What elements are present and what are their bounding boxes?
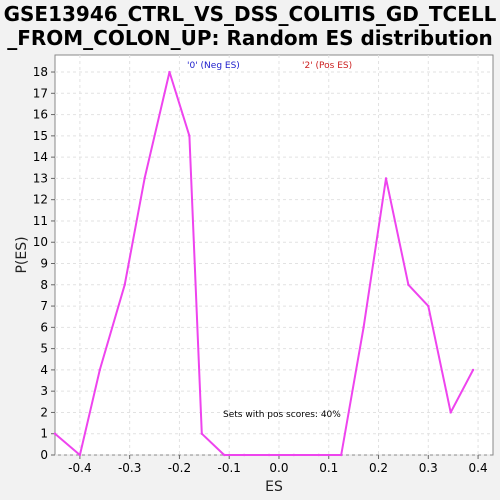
data-point <box>242 453 246 457</box>
data-point <box>143 177 146 180</box>
data-point <box>200 432 204 435</box>
x-tick-label: 0.3 <box>419 461 438 475</box>
legend-pos-es: '2' (Pos ES) <box>302 61 352 71</box>
y-tick-label: 14 <box>33 150 48 164</box>
data-point <box>427 304 430 308</box>
es-distribution-line <box>54 71 474 456</box>
x-tick-label: 0.1 <box>319 461 338 475</box>
x-axis-label: ES <box>265 479 283 495</box>
data-point <box>123 283 126 286</box>
y-tick-label: 17 <box>33 86 48 100</box>
y-tick-label: 0 <box>40 448 48 462</box>
y-tick-label: 18 <box>33 65 48 79</box>
x-tick-label: 0.2 <box>369 461 388 475</box>
y-tick-label: 15 <box>33 129 48 143</box>
y-tick-label: 6 <box>40 320 48 334</box>
data-point <box>98 368 101 372</box>
grid <box>55 55 493 456</box>
y-tick-label: 10 <box>33 235 48 249</box>
data-point <box>188 134 191 138</box>
x-tick-label: -0.2 <box>168 461 191 475</box>
data-point <box>407 283 410 286</box>
y-tick-label: 1 <box>40 427 48 441</box>
y-tick-label: 4 <box>40 363 48 377</box>
y-tick-label: 5 <box>40 342 48 356</box>
data-point <box>78 453 82 457</box>
y-tick-label: 2 <box>40 405 48 419</box>
data-point <box>292 453 296 457</box>
data-point <box>223 453 226 457</box>
y-tick-label: 16 <box>33 108 48 122</box>
x-tick-label: -0.3 <box>118 461 141 475</box>
y-tick-label: 9 <box>40 257 48 271</box>
data-point <box>168 70 171 74</box>
y-tick-label: 3 <box>40 384 48 398</box>
data-point <box>471 368 475 372</box>
y-axis-label: P(ES) <box>14 236 30 273</box>
chart-title-line-1: GSE13946_CTRL_VS_DSS_COLITIS_GD_TCELL <box>3 2 497 26</box>
data-point <box>267 453 271 457</box>
data-point <box>339 453 343 457</box>
chart-title: GSE13946_CTRL_VS_DSS_COLITIS_GD_TCELL _F… <box>0 2 500 50</box>
axes: -0.4 -0.3 -0.2 -0.1 0.0 0.1 0.2 0.3 0.4012345678… <box>33 65 488 475</box>
pos-scores-annotation: Sets with pos scores: 40% <box>223 410 341 420</box>
y-tick-label: 11 <box>33 214 48 228</box>
data-point <box>384 177 388 180</box>
x-tick-label: -0.1 <box>217 461 240 475</box>
series-layer <box>53 70 475 457</box>
data-point <box>362 326 365 329</box>
x-tick-label: 0.0 <box>269 461 288 475</box>
y-tick-label: 12 <box>33 193 48 207</box>
y-tick-label: 8 <box>40 278 48 292</box>
y-tick-label: 13 <box>33 171 48 185</box>
plot-area <box>54 54 494 456</box>
y-tick-label: 7 <box>40 299 48 313</box>
legend-neg-es: '0' (Neg ES) <box>187 61 240 71</box>
data-point <box>53 432 57 435</box>
chart-title-line-2: _FROM_COLON_UP: Random ES distribution <box>7 26 493 50</box>
x-tick-label: -0.4 <box>68 461 91 475</box>
data-point <box>317 453 320 457</box>
x-tick-label: 0.4 <box>469 461 488 475</box>
data-point <box>449 411 452 414</box>
